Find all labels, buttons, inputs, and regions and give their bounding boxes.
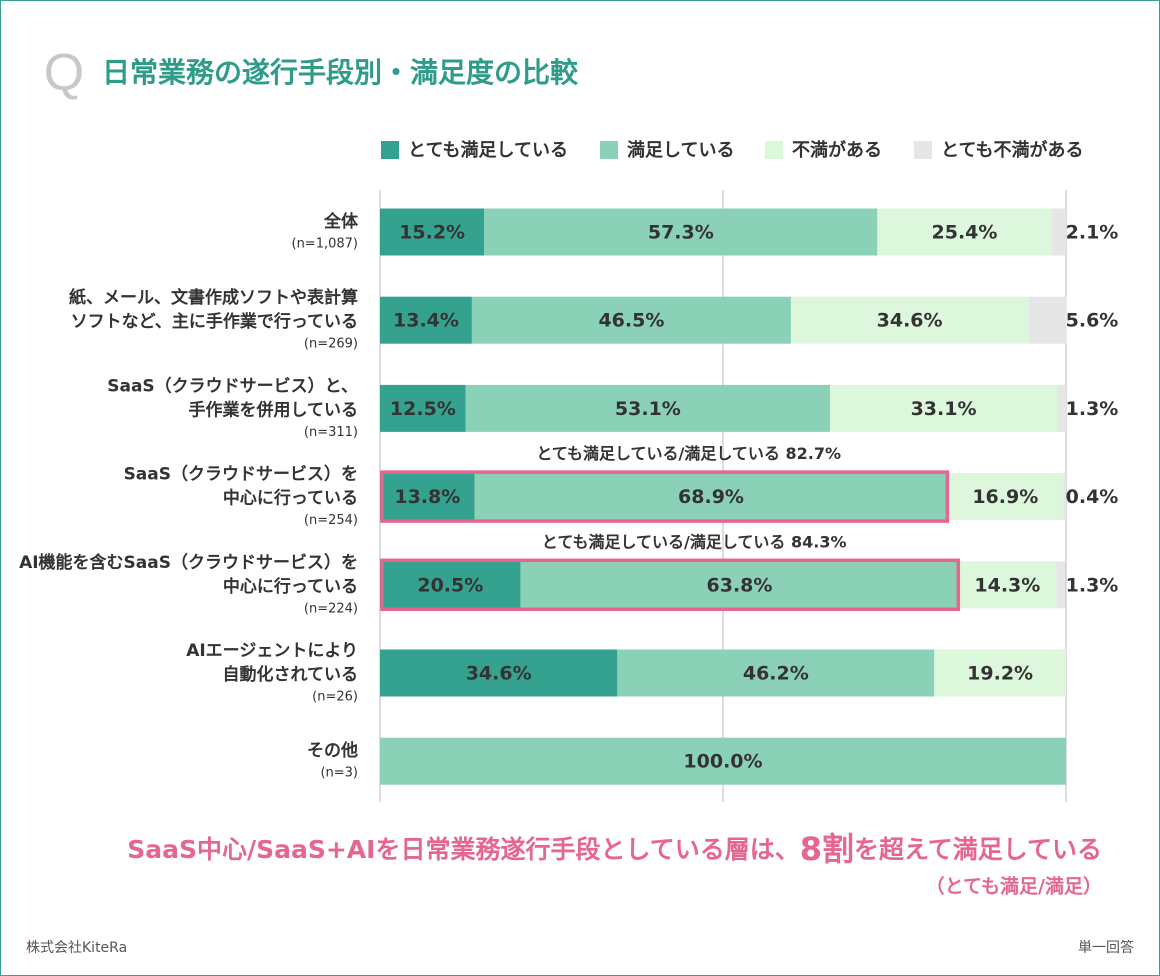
bar-segment <box>1057 384 1066 432</box>
category-label: その他 <box>307 740 358 761</box>
category-n: (n=311) <box>304 425 358 440</box>
value-label: 15.2% <box>399 222 465 244</box>
category-label: 中心に行っている <box>223 488 358 509</box>
legend-swatch <box>381 141 399 159</box>
answer-type: 単一回答 <box>1078 939 1134 956</box>
value-label: 1.3% <box>1066 398 1119 420</box>
value-label: 20.5% <box>417 574 483 596</box>
value-label: 46.2% <box>743 663 809 685</box>
value-label: 0.4% <box>1066 486 1119 508</box>
category-label: 全体 <box>323 211 359 232</box>
bar-segment <box>380 384 466 432</box>
value-label: 34.6% <box>877 310 943 332</box>
value-label: 34.6% <box>466 663 532 685</box>
conclusion-part: を超えて満足している <box>854 835 1102 864</box>
category-label: ソフトなど、主に手作業で行っている <box>71 311 358 332</box>
bar-segment <box>934 649 1066 697</box>
q-mark: Q <box>44 44 84 102</box>
legend-label: とても不満がある <box>941 139 1084 161</box>
highlight-label: とても満足している/満足している 82.7% <box>536 444 841 463</box>
bar-segment <box>471 296 791 344</box>
bar-segment <box>1028 296 1067 344</box>
bar-segment <box>380 737 1066 785</box>
category-n: (n=1,087) <box>292 237 359 252</box>
legend-swatch <box>600 141 618 159</box>
value-label: 13.4% <box>393 310 459 332</box>
category-n: (n=3) <box>320 766 358 781</box>
legend-label: とても満足している <box>408 139 568 161</box>
category-label: 中心に行っている <box>223 576 358 597</box>
value-label: 25.4% <box>932 222 998 244</box>
value-label: 53.1% <box>615 398 681 420</box>
bar-segment <box>484 208 878 256</box>
bar-segment <box>520 561 959 609</box>
value-label: 19.2% <box>967 663 1033 685</box>
legend-swatch <box>914 141 932 159</box>
highlight-label: とても満足している/満足している 84.3% <box>542 532 847 551</box>
category-n: (n=224) <box>304 601 358 616</box>
conclusion-emphasis: 8割 <box>800 830 854 868</box>
bar-segment <box>380 561 521 609</box>
bar-segment <box>465 384 831 432</box>
bar-segment <box>790 296 1029 344</box>
bar-segment <box>617 649 935 697</box>
source: 株式会社KiteRa <box>26 940 127 956</box>
category-n: (n=254) <box>304 513 358 528</box>
bar-segment <box>380 473 475 521</box>
highlight-box <box>380 558 961 612</box>
category-n: (n=26) <box>312 690 358 705</box>
value-label: 5.6% <box>1066 310 1119 332</box>
bar-segment <box>1063 473 1066 521</box>
category-label: 自動化されている <box>223 664 359 685</box>
bar-segment <box>474 473 948 521</box>
bar-segment <box>1051 208 1066 256</box>
value-label: 100.0% <box>683 751 762 773</box>
conclusion-part: SaaS中心/SaaS+AIを日常業務遂行手段としている層は、 <box>127 835 799 864</box>
category-label: AI機能を含むSaaS（クラウドサービス）を <box>19 552 358 573</box>
category-n: (n=269) <box>304 337 358 352</box>
value-label: 12.5% <box>390 398 456 420</box>
value-label: 2.1% <box>1066 222 1119 244</box>
legend-label: 不満がある <box>792 139 882 161</box>
value-label: 1.3% <box>1066 574 1119 596</box>
value-label: 14.3% <box>974 574 1040 596</box>
bar-segment <box>1056 561 1066 609</box>
chart-title: 日常業務の遂行手段別・満足度の比較 <box>102 56 579 89</box>
value-label: 46.5% <box>598 310 664 332</box>
conclusion: SaaS中心/SaaS+AIを日常業務遂行手段としている層は、8割を超えて満足し… <box>127 830 1102 868</box>
conclusion-note: （とても満足/満足） <box>926 875 1102 898</box>
value-label: 13.8% <box>394 486 460 508</box>
value-label: 68.9% <box>678 486 744 508</box>
highlight-box <box>380 470 950 523</box>
category-label: 紙、メール、文書作成ソフトや表計算 <box>69 287 358 308</box>
bar-segment <box>958 561 1057 609</box>
category-label: 手作業を併用している <box>189 399 359 420</box>
value-label: 33.1% <box>911 398 977 420</box>
legend-swatch <box>765 141 783 159</box>
value-label: 63.8% <box>707 574 773 596</box>
bar-segment <box>830 384 1058 432</box>
bar-segment <box>380 649 618 697</box>
category-label: SaaS（クラウドサービス）を <box>124 464 358 485</box>
category-label: SaaS（クラウドサービス）と、 <box>107 375 358 396</box>
legend-label: 満足している <box>627 139 734 161</box>
bar-segment <box>947 473 1064 521</box>
bar-segment <box>877 208 1052 256</box>
bar-segment <box>380 208 485 256</box>
value-label: 57.3% <box>648 222 714 244</box>
category-label: AIエージェントにより <box>186 641 358 661</box>
bar-segment <box>380 296 472 344</box>
value-label: 16.9% <box>972 486 1038 508</box>
